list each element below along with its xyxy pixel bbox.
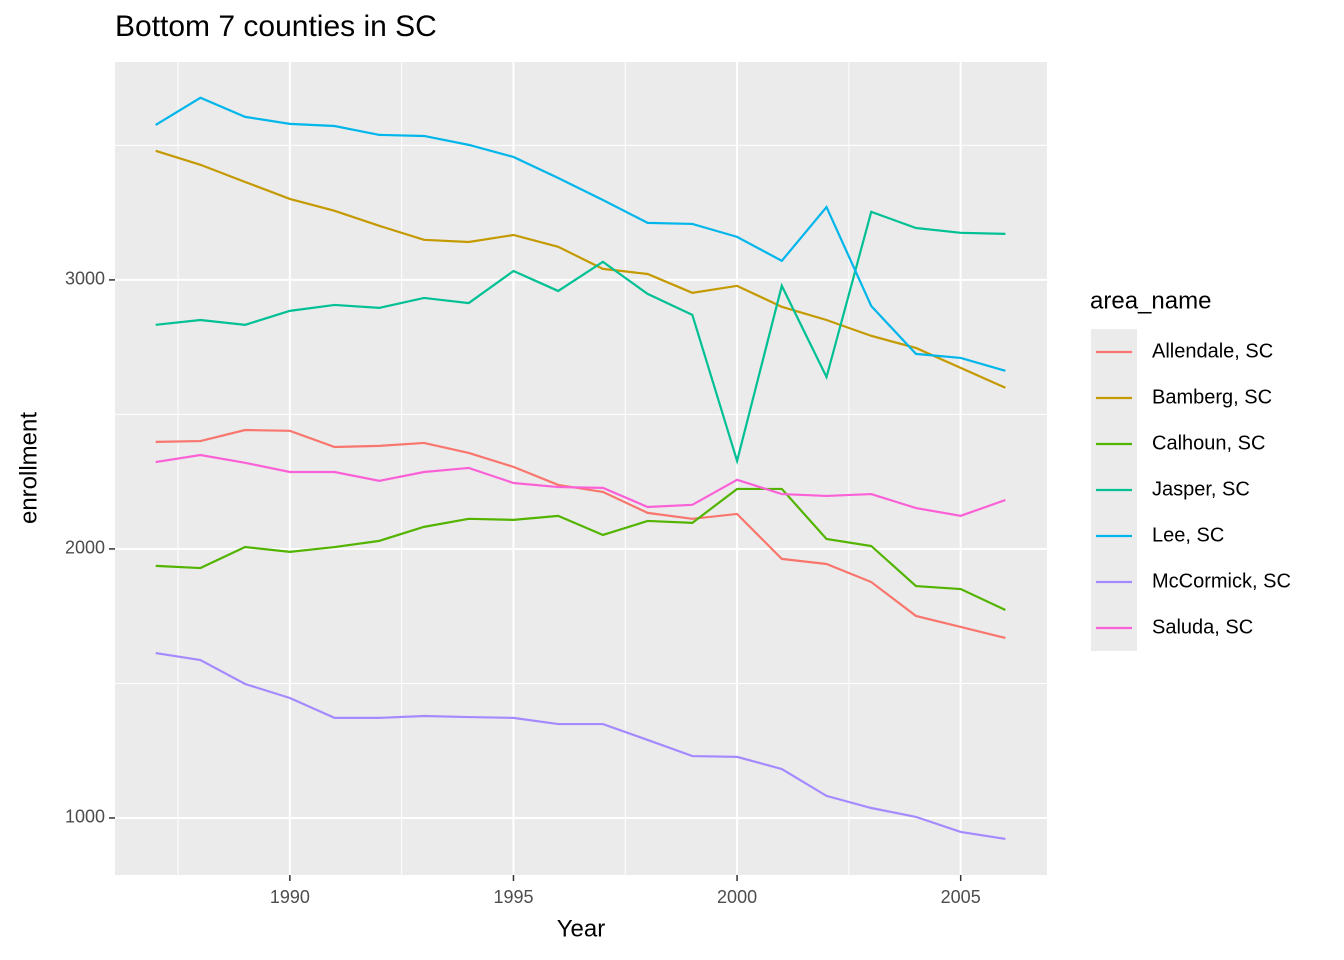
x-tick-label: 1995 [493, 887, 533, 907]
series-line [155, 651, 1006, 841]
y-tick-label: 3000 [65, 269, 105, 289]
series-line [155, 210, 1006, 466]
legend-title: area_name [1090, 287, 1211, 314]
y-tick-label: 1000 [65, 807, 105, 827]
legend-label: Saluda, SC [1152, 616, 1253, 638]
x-tick-label: 2000 [717, 887, 757, 907]
legend-label: Jasper, SC [1152, 478, 1250, 500]
chart-title: Bottom 7 counties in SC [115, 10, 437, 43]
y-axis-title: enrollment [15, 412, 42, 524]
legend-label: Calhoun, SC [1152, 432, 1265, 454]
panel [115, 62, 1047, 875]
y-tick-label: 2000 [65, 538, 105, 558]
x-tick-label: 2005 [941, 887, 981, 907]
series-line [155, 96, 1006, 372]
legend-label: Allendale, SC [1152, 340, 1273, 362]
series-line [155, 149, 1006, 389]
legend-label: Lee, SC [1152, 524, 1224, 546]
legend-label: McCormick, SC [1152, 570, 1291, 592]
x-axis-title: Year [557, 915, 606, 942]
legend-label: Bamberg, SC [1152, 386, 1272, 408]
series-line [155, 487, 1006, 612]
x-tick-label: 1990 [270, 887, 310, 907]
series-line [155, 453, 1006, 517]
